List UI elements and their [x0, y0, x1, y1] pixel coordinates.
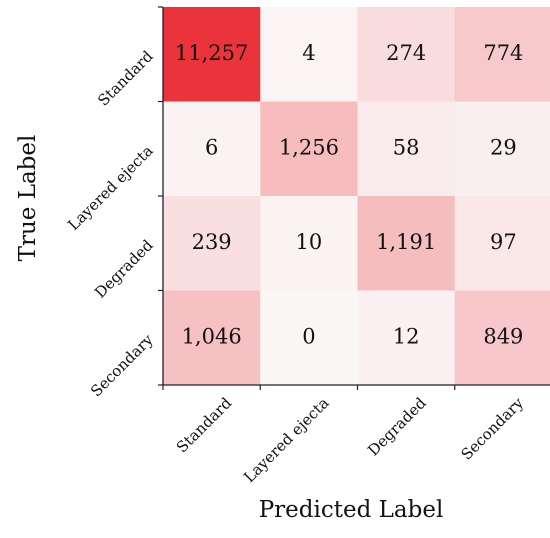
cell-value-label: 6 [205, 135, 218, 159]
x-axis-title: Predicted Label [259, 497, 444, 523]
heatmap-cell [260, 101, 358, 197]
cell-value-label: 10 [296, 230, 323, 254]
heatmap-cell [357, 101, 456, 197]
cell-value-label: 58 [393, 135, 420, 159]
cell-value-label: 274 [386, 41, 426, 65]
heatmap-cell [357, 7, 456, 102]
heatmap-cell [163, 7, 261, 102]
y-tick-label: Degraded [91, 236, 157, 302]
heatmap-cell [454, 101, 550, 197]
x-tick-label: Secondary [457, 394, 527, 464]
cell-value-label: 11,257 [175, 41, 248, 65]
heatmap-cell [163, 290, 261, 386]
heatmap-cell [260, 290, 358, 386]
y-axis-title: True Label [15, 135, 41, 262]
y-tick-label: Standard [94, 47, 157, 110]
cell-value-label: 774 [483, 41, 523, 65]
cell-value-label: 12 [393, 324, 420, 348]
heatmap-cell [454, 7, 550, 102]
cell-value-labels: 11,257 4 274 774 6 1,256 58 29 239 10 1,191 97 1,046… [175, 41, 524, 349]
cell-value-label: 29 [490, 135, 517, 159]
heatmap-cell [357, 290, 456, 386]
cell-value-label: 1,191 [376, 230, 436, 254]
cell-value-label: 849 [483, 324, 523, 348]
x-tick-label: Degraded [364, 394, 430, 460]
cell-value-label: 1,046 [182, 324, 242, 348]
heatmap-cell [260, 196, 358, 291]
heatmap-cell [454, 290, 550, 386]
heatmap-cell [357, 196, 456, 291]
heatmap-cell [454, 196, 550, 291]
cell-value-label: 97 [490, 230, 517, 254]
x-tick-label: Layered ejecta [240, 394, 332, 486]
cell-value-label: 4 [302, 41, 315, 65]
y-tick-label: Layered ejecta [64, 142, 156, 234]
cell-value-label: 1,256 [279, 135, 339, 159]
cell-value-label: 239 [192, 230, 232, 254]
x-tick-label: Standard [173, 394, 236, 457]
heatmap-cell [163, 196, 261, 291]
heatmap-cell [260, 7, 358, 102]
cell-value-label: 0 [302, 324, 315, 348]
y-tick-label: Secondary [87, 330, 157, 400]
heatmap-cell [163, 101, 261, 197]
heatmap-cells [163, 7, 550, 386]
